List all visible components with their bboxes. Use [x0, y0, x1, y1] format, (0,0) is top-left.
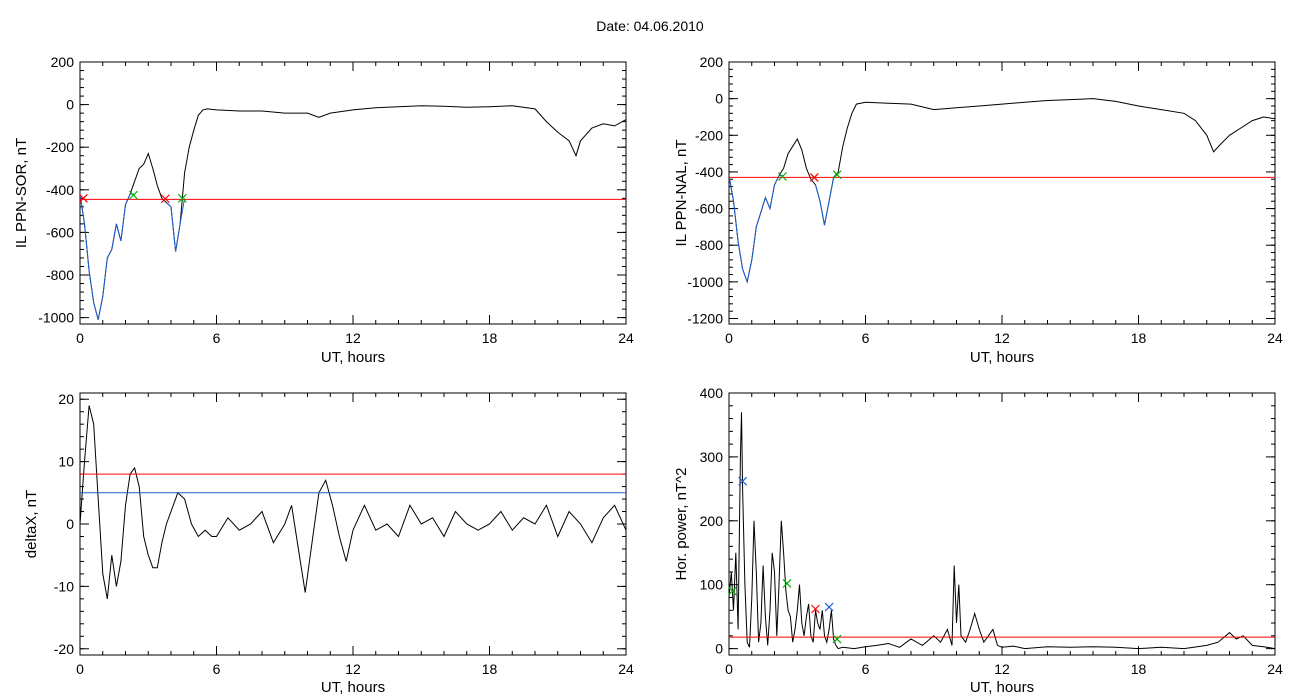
x-tick-label: 6 [862, 661, 870, 677]
x-axis-label: UT, hours [321, 349, 385, 366]
cross-marker [727, 586, 737, 596]
y-tick-label: -400 [695, 164, 723, 180]
x-tick-label: 6 [862, 330, 870, 346]
y-tick-label: -200 [695, 127, 723, 143]
y-tick-label: -600 [695, 201, 723, 217]
y-tick-label: 0 [66, 516, 74, 532]
cross-marker [160, 194, 170, 204]
x-tick-label: 12 [345, 661, 361, 677]
x-tick-label: 0 [76, 330, 84, 346]
cross-marker [177, 193, 187, 203]
x-tick-label: 6 [213, 661, 221, 677]
series-line [729, 98, 1275, 284]
y-tick-label: -800 [46, 267, 74, 283]
series-line [729, 175, 784, 284]
y-tick-label: 0 [66, 97, 74, 113]
x-tick-label: 6 [213, 330, 221, 346]
series-line [80, 405, 626, 599]
series-line [815, 171, 839, 226]
x-axis-label: UT, hours [970, 679, 1034, 696]
x-tick-label: 24 [1267, 661, 1283, 677]
y-tick-label: -400 [46, 182, 74, 198]
plot-frame [728, 61, 1276, 325]
x-tick-label: 0 [725, 661, 733, 677]
x-tick-label: 0 [76, 661, 84, 677]
y-axis-label: deltaX, nT [23, 490, 40, 558]
x-axis-label: UT, hours [321, 679, 385, 696]
y-tick-label: 400 [700, 385, 724, 401]
cross-marker [78, 193, 88, 203]
cross-marker [809, 173, 819, 182]
y-tick-label: -1000 [687, 274, 723, 290]
y-tick-label: -1200 [687, 311, 723, 327]
cross-marker [832, 634, 842, 644]
y-tick-label: 200 [700, 513, 724, 529]
plot-frame [79, 61, 627, 325]
x-tick-label: 18 [482, 330, 498, 346]
y-tick-label: 10 [58, 454, 74, 470]
x-tick-label: 18 [482, 661, 498, 677]
cross-marker [782, 579, 792, 588]
y-tick-label: 100 [700, 577, 724, 593]
x-tick-label: 0 [725, 330, 733, 346]
y-tick-label: -600 [46, 224, 74, 240]
y-axis-label: IL PPN-SOR, nT [13, 138, 30, 248]
y-tick-label: -200 [46, 139, 74, 155]
x-tick-label: 18 [1131, 330, 1147, 346]
y-tick-label: 300 [700, 449, 724, 465]
panel-deltax: deltaX, nT UT, hours -20 -10 0 10 20 0 6 12 18 24 [23, 391, 634, 696]
x-tick-label: 18 [1131, 661, 1147, 677]
date-header: Date: 04.06.2010 [596, 18, 704, 34]
series-line [80, 193, 135, 320]
x-tick-label: 24 [618, 661, 634, 677]
y-axis-label: IL PPN-NAL, nT [673, 140, 690, 247]
y-tick-label: -800 [695, 237, 723, 253]
series-line [80, 105, 626, 320]
series-line [166, 198, 186, 252]
y-axis-label: Hor. power, nT^2 [673, 468, 690, 581]
cross-marker [832, 170, 842, 180]
plot-frame [728, 392, 1276, 656]
y-tick-label: -20 [54, 641, 74, 657]
cross-marker [824, 602, 834, 612]
plot-frame [79, 392, 627, 656]
panel-hor-power: Hor. power, nT^2 UT, hours 0 100 200 300 400… [673, 385, 1283, 696]
y-tick-label: 200 [700, 54, 724, 70]
x-axis-label: UT, hours [970, 349, 1034, 366]
cross-marker [778, 172, 787, 181]
x-tick-label: 24 [618, 330, 634, 346]
y-tick-label: -10 [54, 578, 74, 594]
panel-il-ppn-nal: IL PPN-NAL, nT UT, hours -1200 -1000 -800 -… [673, 54, 1283, 366]
cross-marker [738, 476, 748, 486]
y-tick-label: 200 [51, 54, 75, 70]
y-tick-label: 20 [58, 391, 74, 407]
y-tick-label: -1000 [38, 310, 74, 326]
series-line [729, 412, 1275, 650]
x-tick-label: 12 [994, 661, 1010, 677]
panel-il-ppn-sor: IL PPN-SOR, nT UT, hours -1000 -800 -600 -4… [13, 54, 634, 366]
y-tick-label: 0 [715, 91, 723, 107]
y-tick-label: 0 [715, 641, 723, 657]
x-tick-label: 12 [994, 330, 1010, 346]
x-tick-label: 12 [345, 330, 361, 346]
x-tick-label: 24 [1267, 330, 1283, 346]
cross-marker [811, 604, 820, 614]
cross-marker [129, 190, 138, 200]
